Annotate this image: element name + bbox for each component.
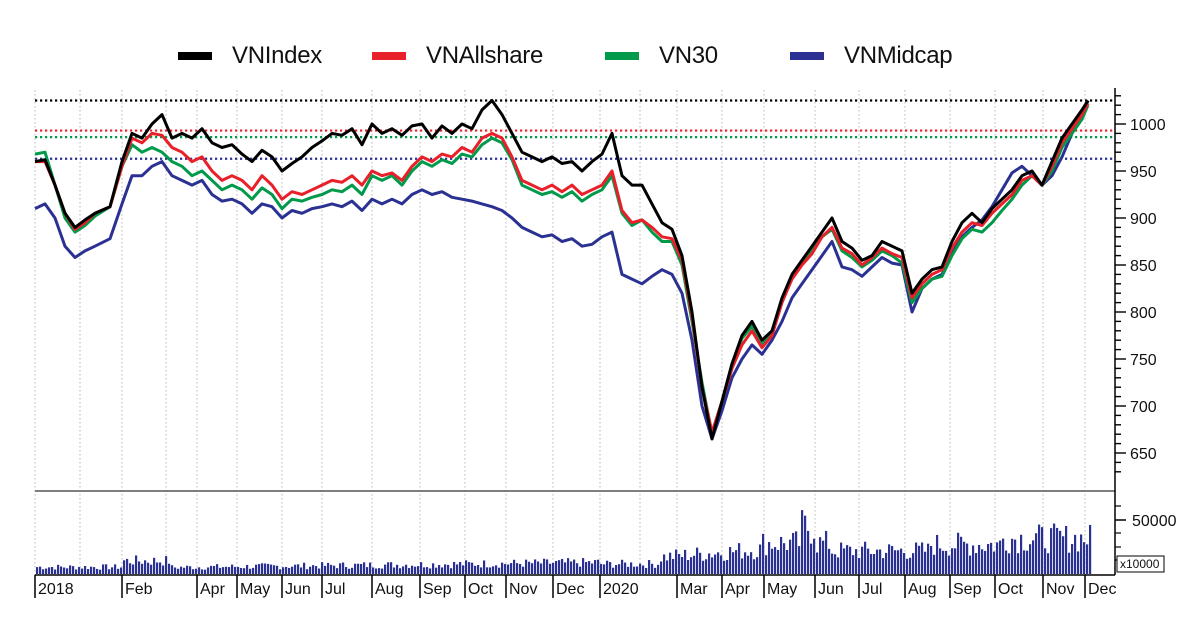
x-tick-label: Sep [423,581,452,598]
x-tick-label: Jul [862,581,882,598]
x-tick-label: May [240,581,270,598]
x-tick-label: Mar [680,581,708,598]
x-axis: 2018 Feb Apr May Jun Jul Aug Sep Oct Nov Dec 2020 Ma… [34,575,1116,598]
series-line-vnindex [34,99,1090,441]
x-tick-label: Oct [468,581,493,598]
y-tick-label: 800 [1130,305,1157,322]
legend-label: VNAllshare [426,42,544,69]
volume-bars [36,510,1092,574]
legend-swatch-icon [790,52,824,60]
legend-item-vnmidcap: VNMidcap [790,38,953,74]
x-tick-label: May [767,581,797,598]
legend-item-vn30: VN30 [605,38,718,74]
price-lines [34,99,1090,441]
y-axis: 650 700 750 800 850 900 950 1000 [1115,95,1166,473]
x-tick-label: Dec [1088,581,1116,598]
legend-swatch-icon [605,52,639,60]
y-tick-label: 1000 [1130,117,1166,134]
volume-unit-box [1116,555,1165,573]
x-tick-label: 2018 [38,581,74,598]
series-line-vn30 [34,104,1090,436]
legend-swatch-icon [178,52,212,60]
x-tick-label: Apr [200,581,226,598]
y-tick-label: 850 [1130,258,1157,275]
volume-unit-label: x10000 [1120,557,1160,571]
volume-axis: 50000 x10000 [1115,505,1177,573]
legend-swatch-icon [372,52,406,60]
y-tick-label: 700 [1130,399,1157,416]
series-line-vnmidcap [34,99,1090,441]
x-tick-label: Jul [325,581,345,598]
legend-label: VNMidcap [844,42,953,69]
x-tick-label: Dec [556,581,584,598]
x-tick-label: Feb [125,581,153,598]
x-tick-label: Nov [509,581,537,598]
legend-item-vnallshare: VNAllshare [372,38,543,74]
legend-item-vnindex: VNIndex [178,38,322,74]
x-tick-label: Sep [953,581,982,598]
y-tick-label: 750 [1130,352,1157,369]
legend: VNIndex VNAllshare VN30 VNMidcap [0,38,1200,74]
x-tick-label: Jun [818,581,844,598]
legend-label: VNIndex [232,42,322,69]
x-tick-label: Jun [285,581,311,598]
y-tick-label: 650 [1130,446,1157,463]
x-tick-label: Nov [1046,581,1074,598]
legend-label: VN30 [659,42,718,69]
x-tick-label: 2020 [603,581,639,598]
x-tick-label: Oct [998,581,1023,598]
x-tick-label: Aug [375,581,403,598]
y-tick-label: 900 [1130,211,1157,228]
series-line-vnallshare [35,102,1090,434]
volume-tick-label: 50000 [1132,513,1177,530]
x-tick-label: Apr [725,581,751,598]
x-tick-label: Aug [908,581,936,598]
y-tick-label: 950 [1130,164,1157,181]
